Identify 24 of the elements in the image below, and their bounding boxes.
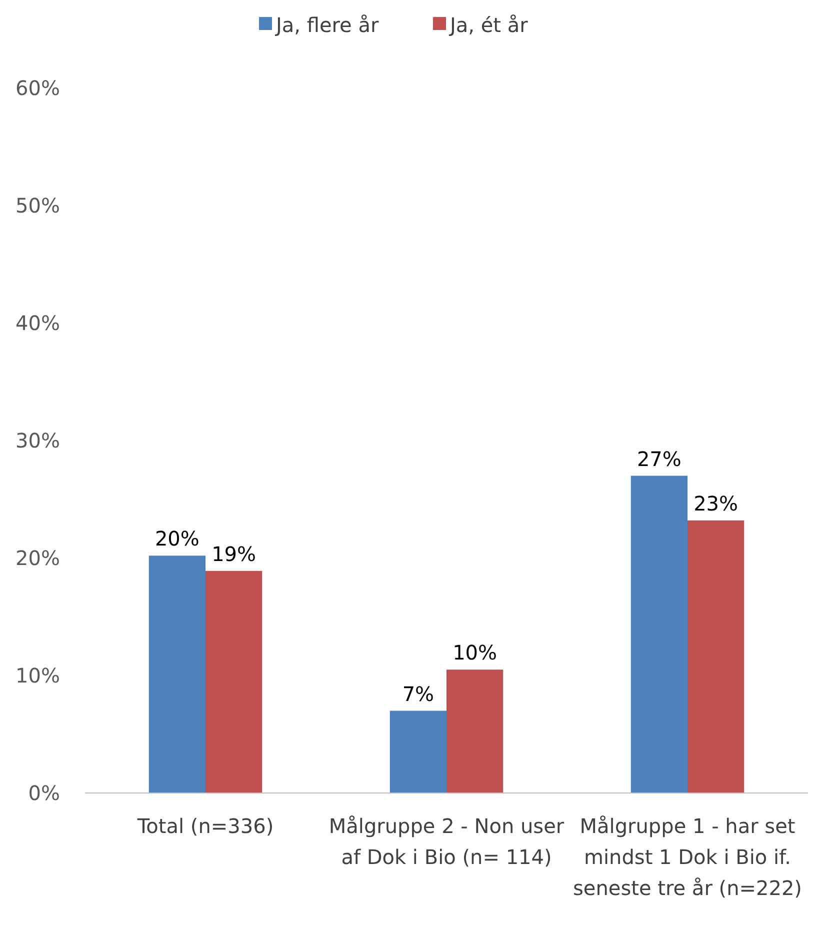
bar xyxy=(630,476,688,793)
x-tick-label: Målgruppe 2 - Non user af Dok i Bio (n= 114) xyxy=(328,814,565,869)
y-tick-label: 50% xyxy=(16,194,60,218)
data-label: 10% xyxy=(452,640,498,665)
y-tick-label: 60% xyxy=(16,76,60,100)
y-tick-label: 10% xyxy=(16,664,60,688)
y-tick-label: 40% xyxy=(16,311,60,335)
legend-label: Ja, flere år xyxy=(274,13,380,37)
legend-label: Ja, ét år xyxy=(448,13,529,37)
data-label: 23% xyxy=(694,491,738,516)
data-label: 20% xyxy=(154,526,200,551)
x-tick-label: Total (n=336) xyxy=(136,814,274,838)
data-label: 7% xyxy=(402,682,434,706)
bar xyxy=(446,670,504,793)
y-tick-label: 30% xyxy=(16,428,60,452)
bar xyxy=(206,570,262,793)
bar xyxy=(688,520,744,793)
bar xyxy=(148,556,206,793)
y-tick-label: 20% xyxy=(16,546,60,570)
x-tick-label: Målgruppe 1 - har set mindst 1 Dok i Bio if. seneste tre år (n=222) xyxy=(573,814,802,900)
y-tick-label: 0% xyxy=(28,781,60,805)
bar xyxy=(390,710,446,793)
data-label: 19% xyxy=(212,542,256,566)
data-label: 27% xyxy=(636,446,682,471)
